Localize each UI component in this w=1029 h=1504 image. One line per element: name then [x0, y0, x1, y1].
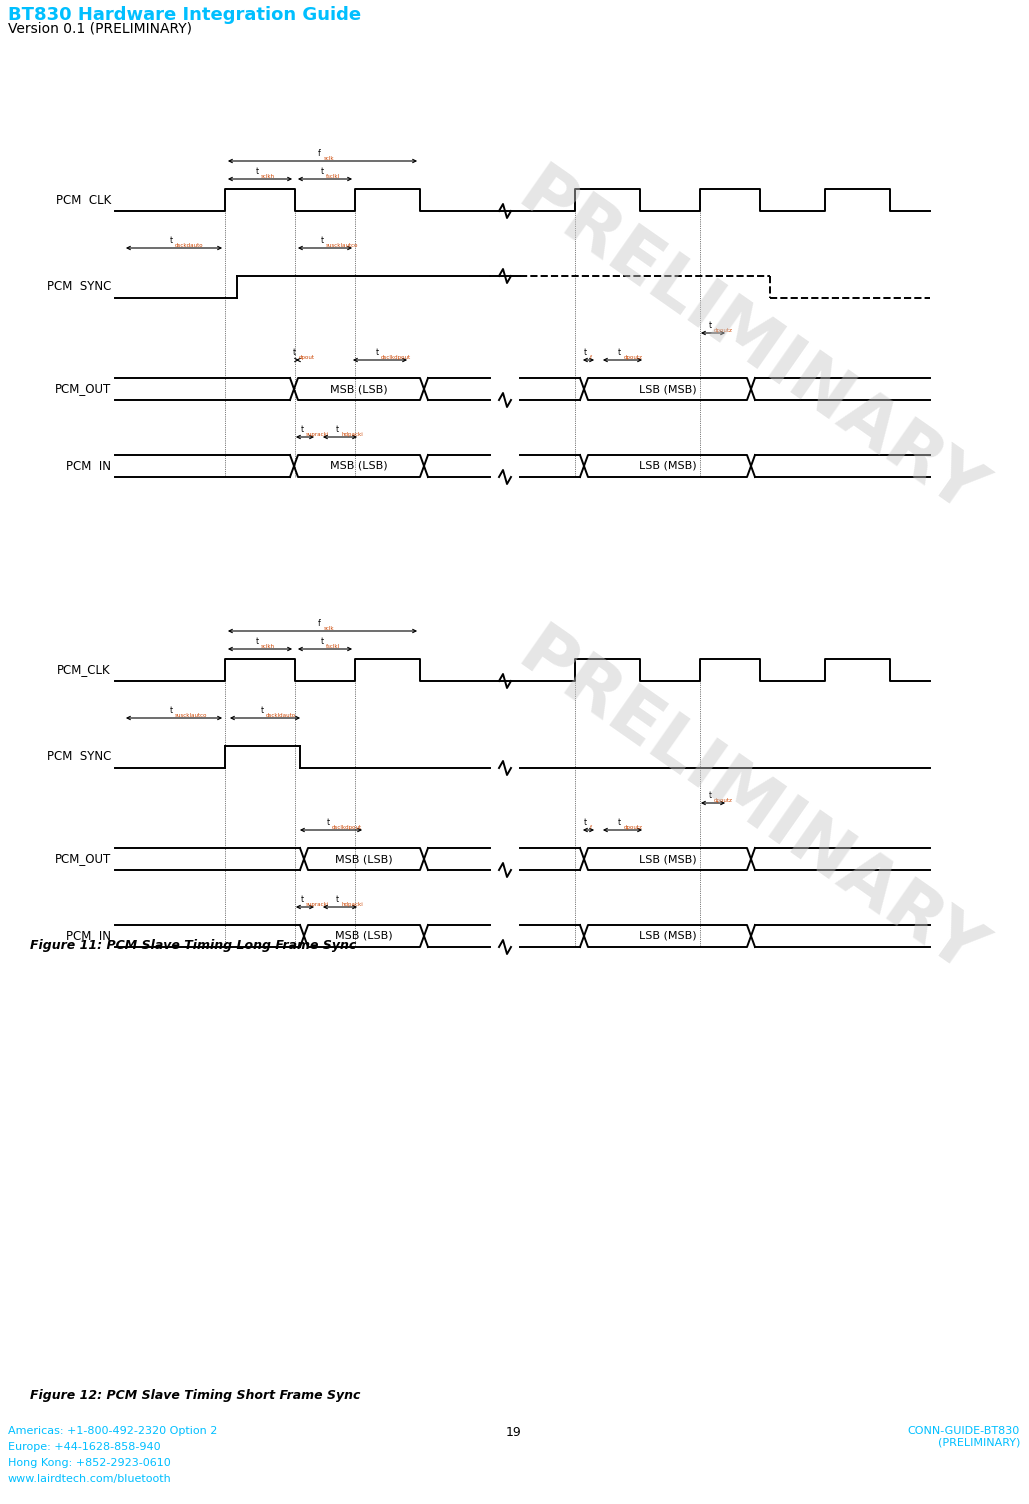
Text: t: t [255, 638, 258, 647]
Text: suscklautco: suscklautco [326, 244, 358, 248]
Text: dsckldauto: dsckldauto [267, 713, 296, 717]
Text: t: t [708, 791, 712, 800]
Text: t: t [583, 347, 588, 356]
Text: sclk: sclk [323, 156, 334, 161]
Text: sclk: sclk [323, 626, 334, 632]
Text: Figure 12: PCM Slave Timing Short Frame Sync: Figure 12: PCM Slave Timing Short Frame … [30, 1390, 360, 1402]
Text: t: t [255, 167, 258, 176]
Text: PCM  IN: PCM IN [66, 460, 111, 472]
Text: PCM  IN: PCM IN [66, 929, 111, 943]
Text: www.lairdtech.com/bluetooth: www.lairdtech.com/bluetooth [8, 1474, 172, 1484]
Text: PCM  CLK: PCM CLK [56, 194, 111, 206]
Text: fsclkl: fsclkl [326, 174, 341, 179]
Text: BT830 Hardware Integration Guide: BT830 Hardware Integration Guide [8, 6, 361, 24]
Text: dsclkdpout: dsclkdpout [332, 826, 362, 830]
Text: f: f [318, 149, 321, 158]
Text: 19: 19 [506, 1426, 522, 1439]
Text: f: f [318, 620, 321, 629]
Text: t: t [618, 818, 622, 827]
Text: dpoutz: dpoutz [624, 355, 642, 359]
Text: t: t [326, 818, 329, 827]
Text: t: t [708, 320, 712, 329]
Text: supracki: supracki [306, 432, 329, 438]
Text: Figure 11: PCM Slave Timing Long Frame Sync: Figure 11: PCM Slave Timing Long Frame S… [30, 938, 356, 952]
Text: sclkh: sclkh [261, 644, 275, 650]
Text: t: t [320, 638, 323, 647]
Text: sclkh: sclkh [261, 174, 275, 179]
Text: Americas: +1-800-492-2320 Option 2: Americas: +1-800-492-2320 Option 2 [8, 1426, 217, 1436]
Text: t: t [335, 426, 339, 435]
Text: PCM_CLK: PCM_CLK [58, 663, 111, 677]
Text: PCM  SYNC: PCM SYNC [46, 281, 111, 293]
Text: suscklautco: suscklautco [175, 713, 208, 717]
Text: LSB (MSB): LSB (MSB) [639, 931, 697, 942]
Text: dpoutz: dpoutz [624, 826, 642, 830]
Text: t: t [335, 895, 339, 904]
Text: PRELIMINARY: PRELIMINARY [505, 158, 995, 529]
Text: Hong Kong: +852-2923-0610: Hong Kong: +852-2923-0610 [8, 1457, 171, 1468]
Text: PCM_OUT: PCM_OUT [55, 853, 111, 865]
Text: t: t [260, 705, 263, 714]
Text: MSB (LSB): MSB (LSB) [330, 462, 388, 471]
Text: t: t [320, 236, 323, 245]
Text: MSB (LSB): MSB (LSB) [330, 384, 388, 394]
Text: t: t [376, 347, 379, 356]
Text: t: t [618, 347, 622, 356]
Text: LSB (MSB): LSB (MSB) [639, 384, 697, 394]
Text: t: t [170, 705, 173, 714]
Text: MSB (LSB): MSB (LSB) [335, 931, 393, 942]
Text: LSB (MSB): LSB (MSB) [639, 854, 697, 863]
Text: CONN-GUIDE-BT830
(PRELIMINARY): CONN-GUIDE-BT830 (PRELIMINARY) [908, 1426, 1020, 1447]
Text: dsclkdpout: dsclkdpout [381, 355, 412, 359]
Text: Version 0.1 (PRELIMINARY): Version 0.1 (PRELIMINARY) [8, 23, 192, 36]
Text: MSB (LSB): MSB (LSB) [335, 854, 393, 863]
Text: t: t [170, 236, 173, 245]
Text: dpout: dpout [298, 355, 315, 359]
Text: t: t [293, 347, 296, 356]
Text: t: t [583, 818, 588, 827]
Text: t: t [300, 895, 304, 904]
Text: supracki: supracki [306, 902, 329, 907]
Text: dpoutz: dpoutz [714, 328, 733, 332]
Text: PCM_OUT: PCM_OUT [55, 382, 111, 396]
Text: LSB (MSB): LSB (MSB) [639, 462, 697, 471]
Text: t: t [300, 426, 304, 435]
Text: dsckdauto: dsckdauto [175, 244, 204, 248]
Text: t: t [320, 167, 323, 176]
Text: fsclkl: fsclkl [326, 644, 341, 650]
Text: hdpacki: hdpacki [341, 902, 363, 907]
Text: f: f [590, 355, 592, 359]
Text: Europe: +44-1628-858-940: Europe: +44-1628-858-940 [8, 1442, 161, 1451]
Text: hdpacki: hdpacki [341, 432, 363, 438]
Text: f: f [590, 826, 592, 830]
Text: dpoutz: dpoutz [714, 799, 733, 803]
Text: PCM  SYNC: PCM SYNC [46, 750, 111, 764]
Text: PRELIMINARY: PRELIMINARY [505, 618, 995, 990]
